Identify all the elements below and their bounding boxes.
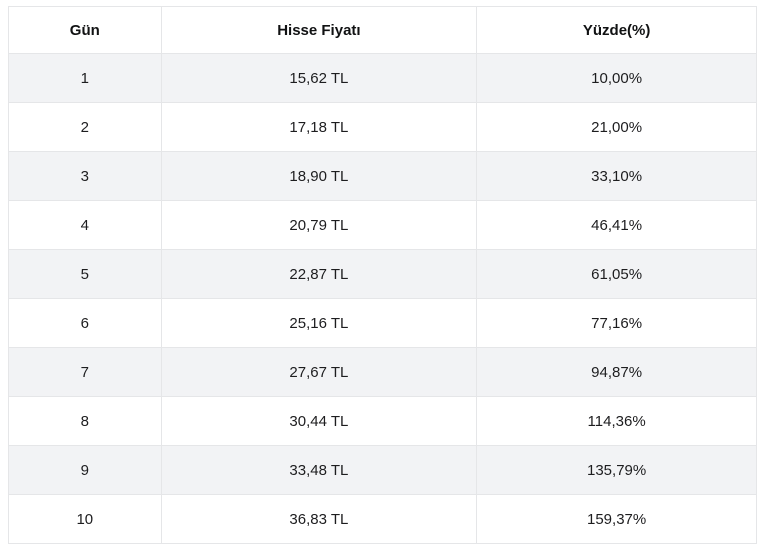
table-row: 8 30,44 TL 114,36% [8,396,757,446]
table-cell: 3 [8,151,162,201]
table-cell: 2 [8,102,162,152]
table-row: 6 25,16 TL 77,16% [8,298,757,348]
column-header-day: Gün [8,6,162,54]
column-header-stock-price: Hisse Fiyatı [160,6,478,54]
table-cell: 4 [8,200,162,250]
table-cell: 25,16 TL [160,298,478,348]
table-cell: 46,41% [476,200,757,250]
table-cell: 20,79 TL [160,200,478,250]
table-cell: 114,36% [476,396,757,446]
table-row: 10 36,83 TL 159,37% [8,494,757,544]
table-cell: 17,18 TL [160,102,478,152]
table-cell: 36,83 TL [160,494,478,544]
table-body: 1 15,62 TL 10,00% 2 17,18 TL 21,00% 3 18,90 TL 3… [8,53,757,544]
table-row: 9 33,48 TL 135,79% [8,445,757,495]
table-cell: 15,62 TL [160,53,478,103]
table-cell: 33,48 TL [160,445,478,495]
table-row: 7 27,67 TL 94,87% [8,347,757,397]
column-header-percent: Yüzde(%) [476,6,757,54]
table-cell: 21,00% [476,102,757,152]
table-row: 1 15,62 TL 10,00% [8,53,757,103]
table-cell: 1 [8,53,162,103]
table-cell: 18,90 TL [160,151,478,201]
table-cell: 10 [8,494,162,544]
table-row: 3 18,90 TL 33,10% [8,151,757,201]
table-cell: 7 [8,347,162,397]
table-row: 2 17,18 TL 21,00% [8,102,757,152]
table-cell: 33,10% [476,151,757,201]
table-row: 4 20,79 TL 46,41% [8,200,757,250]
table-cell: 8 [8,396,162,446]
table-cell: 6 [8,298,162,348]
table-cell: 10,00% [476,53,757,103]
table-cell: 9 [8,445,162,495]
table-cell: 159,37% [476,494,757,544]
stock-price-table: Gün Hisse Fiyatı Yüzde(%) 1 15,62 TL 10,00… [8,6,757,544]
table-row: 5 22,87 TL 61,05% [8,249,757,299]
table-cell: 22,87 TL [160,249,478,299]
table-header-row: Gün Hisse Fiyatı Yüzde(%) [8,6,757,54]
table-cell: 94,87% [476,347,757,397]
table-cell: 27,67 TL [160,347,478,397]
table-header: Gün Hisse Fiyatı Yüzde(%) [8,6,757,54]
table-cell: 30,44 TL [160,396,478,446]
table-cell: 135,79% [476,445,757,495]
table-cell: 5 [8,249,162,299]
table-cell: 77,16% [476,298,757,348]
table-cell: 61,05% [476,249,757,299]
